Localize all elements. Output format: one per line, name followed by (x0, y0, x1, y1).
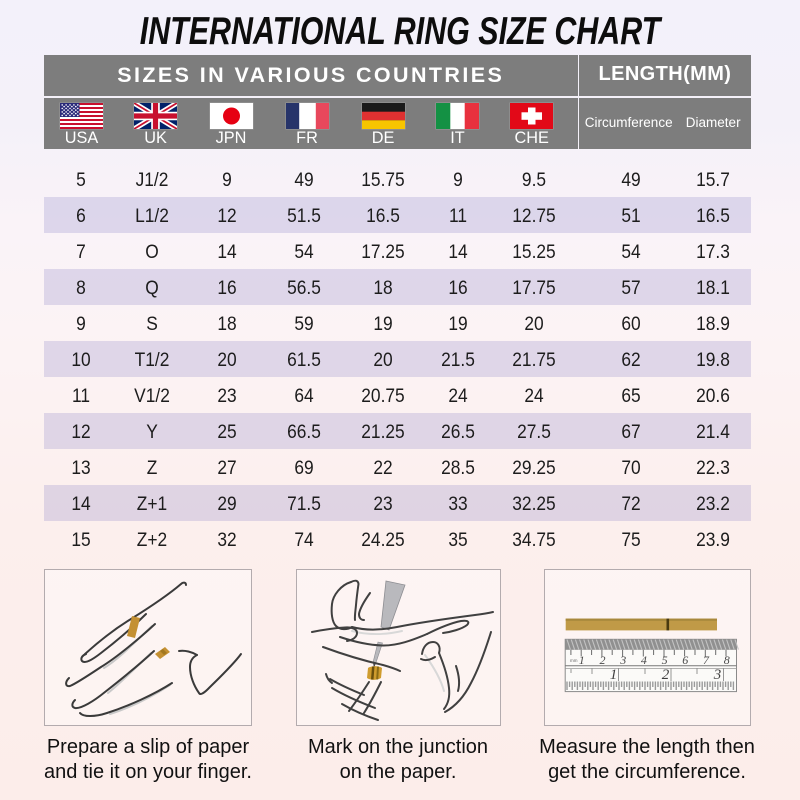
svg-text:7: 7 (703, 653, 710, 667)
svg-text:1: 1 (610, 667, 618, 683)
svg-text:4: 4 (641, 653, 647, 667)
svg-text:2: 2 (662, 667, 670, 683)
svg-text:3: 3 (713, 667, 722, 683)
svg-text:2: 2 (600, 653, 606, 667)
svg-text:5: 5 (662, 653, 668, 667)
svg-text:6: 6 (682, 653, 688, 667)
svg-text:3: 3 (619, 653, 626, 667)
svg-text:8: 8 (724, 653, 730, 667)
svg-text:mm: mm (570, 658, 578, 663)
svg-text:1: 1 (579, 653, 585, 667)
